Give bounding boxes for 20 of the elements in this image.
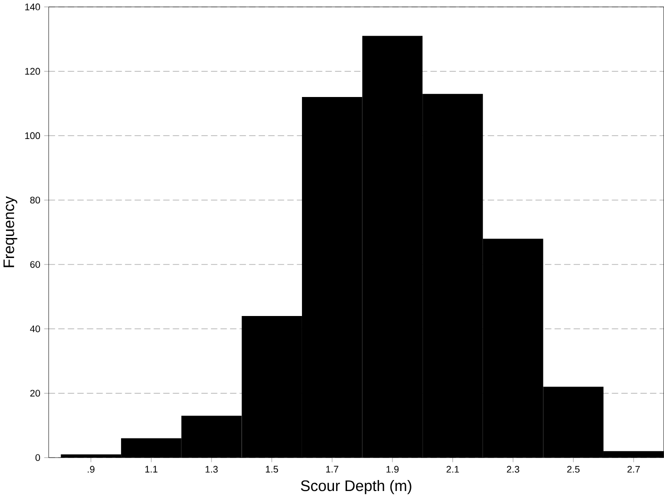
y-tick-label: 140 bbox=[25, 4, 40, 10]
x-tick-label: 2.7 bbox=[627, 466, 640, 473]
x-axis-title: Scour Depth (m) bbox=[300, 480, 412, 494]
x-tick-label: 1.7 bbox=[326, 466, 338, 473]
y-tick-label: 120 bbox=[25, 68, 40, 75]
y-axis-title: Frequency bbox=[4, 196, 18, 268]
x-tick-label: 1.1 bbox=[145, 466, 158, 473]
x-tick-label: 1.9 bbox=[386, 466, 399, 473]
y-tick-label: 0 bbox=[35, 454, 40, 462]
x-tick-label: 2.3 bbox=[506, 466, 520, 473]
x-tick-label: 1.3 bbox=[206, 466, 218, 473]
y-tick-label: 100 bbox=[25, 132, 40, 140]
x-tick-label: 2.1 bbox=[446, 466, 459, 473]
x-tick-label: 1.5 bbox=[266, 466, 278, 473]
x-tick-label: 2.5 bbox=[567, 466, 580, 473]
y-tick-label: 20 bbox=[30, 390, 40, 397]
y-tick-label: 40 bbox=[30, 326, 40, 332]
x-tick-label: .9 bbox=[88, 466, 94, 473]
y-tick-label: 60 bbox=[30, 261, 40, 268]
y-tick-label: 80 bbox=[30, 196, 40, 204]
